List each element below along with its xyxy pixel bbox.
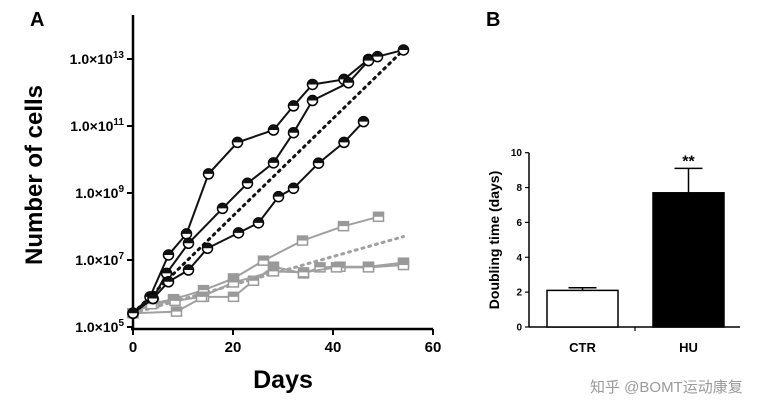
panel-a-growth-chart: 0 20 40 60 1.0×105 1.0×107 1.0×109 1.0×1011 1.0×…: [21, 15, 441, 394]
data-point-fill: [217, 203, 228, 209]
x-tick-label: 0: [129, 339, 137, 356]
data-point-fill: [298, 267, 309, 273]
data-point-fill: [202, 243, 213, 249]
data-point-fill: [248, 276, 259, 281]
data-point-fill: [307, 79, 318, 85]
data-point-fill: [183, 238, 194, 244]
data-point-fill: [203, 168, 214, 174]
x-tick-label: CTR: [569, 340, 596, 355]
data-point-fill: [268, 262, 279, 267]
data-point-fill: [363, 262, 374, 268]
data-point-fill: [358, 116, 369, 122]
data-point-fill: [242, 178, 253, 184]
data-point-fill: [232, 137, 243, 143]
data-point-fill: [398, 260, 409, 266]
data-point-fill: [171, 307, 182, 312]
y-tick-label: 1.0×105: [75, 318, 124, 335]
data-point-fill: [363, 55, 374, 61]
y-tick-label: 4: [516, 253, 522, 264]
data-point-fill: [331, 262, 342, 268]
data-point-fill: [170, 296, 180, 301]
data-point-fill: [163, 249, 174, 255]
x-axis-title: Days: [253, 366, 313, 394]
data-point-fill: [161, 268, 172, 274]
data-point-fill: [288, 127, 299, 133]
x-tick-label: 40: [325, 339, 342, 356]
data-point-fill: [339, 137, 349, 143]
data-point-fill: [253, 217, 264, 223]
series-line-HU-3: [132, 264, 404, 315]
data-point-fill: [228, 273, 239, 279]
data-point-fill: [228, 292, 239, 297]
significance-label: **: [682, 153, 695, 170]
data-point-fill: [307, 95, 318, 101]
data-point-fill: [372, 51, 383, 57]
y-tick-label: 6: [516, 218, 522, 229]
data-point-fill: [313, 158, 324, 164]
data-point-fill: [338, 221, 349, 227]
y-tick-label: 0: [516, 323, 522, 334]
data-point-fill: [315, 262, 325, 268]
data-point-fill: [288, 183, 299, 189]
data-point-fill: [198, 285, 209, 291]
bar-CTR: [546, 289, 619, 328]
data-point-fill: [148, 293, 158, 299]
y-tick-label: 1.0×107: [75, 251, 124, 268]
panel-label-b: B: [486, 9, 500, 31]
panel-b-doubling-chart: 0 2 4 6 8 10 Doubling time (days) CTR HU **: [486, 148, 740, 355]
y-tick-label: 1.0×109: [75, 184, 124, 201]
y-tick-label: 1.0×1011: [70, 117, 124, 134]
y-tick-label: 2: [516, 288, 522, 299]
data-point-fill: [268, 125, 279, 131]
data-point-fill: [128, 308, 138, 314]
data-point-fill: [288, 100, 299, 106]
data-point-fill: [273, 191, 284, 197]
data-point-fill: [268, 157, 279, 163]
data-point-fill: [228, 277, 239, 283]
data-point-fill: [398, 44, 409, 50]
y-axis-title: Doubling time (days): [486, 171, 502, 309]
data-point-fill: [373, 212, 384, 217]
data-point-fill: [297, 236, 308, 241]
data-point-fill: [233, 227, 244, 233]
y-tick-label: 1.0×1013: [70, 50, 125, 67]
x-tick-label: 20: [225, 339, 242, 356]
x-tick-label: 60: [425, 339, 442, 356]
data-point-fill: [258, 256, 269, 261]
data-point-fill: [163, 276, 174, 282]
bar-HU: [652, 192, 725, 328]
data-point-fill: [183, 265, 194, 271]
data-point-fill: [196, 292, 207, 297]
data-point-fill: [268, 266, 279, 272]
y-tick-label: 8: [516, 183, 522, 194]
data-point-fill: [343, 77, 354, 83]
y-axis-title: Number of cells: [21, 85, 48, 265]
watermark: 知乎 @BOMT运动康复: [590, 378, 743, 396]
trend-line-CTR-fit: [131, 48, 405, 315]
y-tick-label: 10: [511, 148, 523, 159]
data-point-fill: [181, 228, 192, 234]
panel-label-a: A: [30, 9, 44, 31]
x-tick-label: HU: [679, 340, 698, 355]
